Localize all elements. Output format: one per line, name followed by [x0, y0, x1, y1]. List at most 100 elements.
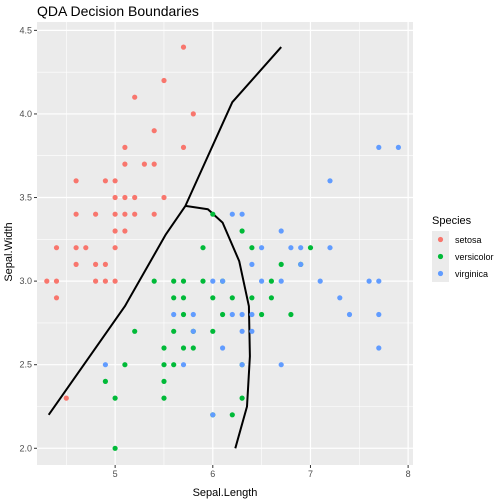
point-versicolor [210, 295, 216, 301]
point-versicolor [112, 395, 118, 401]
point-virginica [239, 211, 245, 217]
point-setosa [44, 278, 50, 284]
point-setosa [102, 261, 108, 267]
legend-swatch-virginica [437, 270, 444, 277]
minor-gridlines [37, 22, 413, 465]
data-points [44, 44, 401, 451]
point-versicolor [112, 445, 118, 451]
y-tick-label: 2.0 [19, 443, 32, 453]
major-gridlines [37, 22, 413, 465]
point-setosa [141, 161, 147, 167]
point-virginica [239, 311, 245, 318]
point-setosa [132, 94, 138, 100]
point-virginica [171, 311, 177, 318]
point-setosa [122, 161, 128, 167]
point-versicolor [278, 261, 284, 267]
point-setosa [151, 128, 157, 134]
x-axis-ticks: 5 6 7 8 [113, 465, 411, 479]
point-versicolor [180, 295, 187, 301]
point-virginica [220, 345, 226, 351]
point-versicolor [190, 345, 196, 351]
point-versicolor [171, 278, 177, 284]
point-setosa [112, 178, 118, 184]
point-setosa [112, 228, 118, 234]
point-setosa [122, 144, 128, 150]
point-virginica [395, 144, 401, 150]
plot-panel [37, 22, 413, 465]
point-versicolor [259, 311, 265, 318]
point-setosa [180, 44, 187, 50]
point-virginica [102, 362, 108, 368]
y-tick-label: 3.5 [19, 193, 32, 203]
x-tick-label: 6 [210, 469, 215, 479]
legend-label-versicolor: versicolor [455, 252, 494, 262]
point-virginica [210, 412, 216, 418]
point-versicolor [229, 412, 235, 418]
point-virginica [259, 278, 265, 284]
point-versicolor [268, 295, 274, 301]
point-setosa [93, 261, 99, 267]
point-versicolor [180, 311, 187, 318]
point-setosa [180, 144, 187, 150]
point-virginica [249, 311, 255, 318]
y-tick-label: 4.5 [19, 25, 32, 35]
point-setosa [102, 178, 108, 184]
point-versicolor [171, 328, 177, 334]
point-versicolor [161, 362, 167, 368]
point-virginica [278, 362, 284, 368]
chart-title: QDA Decision Boundaries [37, 3, 199, 19]
legend-swatch-versicolor [437, 253, 444, 260]
point-setosa [93, 278, 99, 284]
point-setosa [112, 211, 118, 217]
point-virginica [190, 311, 196, 318]
point-setosa [132, 211, 138, 217]
point-virginica [298, 261, 304, 267]
point-virginica [249, 328, 255, 334]
point-versicolor [180, 278, 187, 284]
point-virginica [376, 345, 382, 351]
point-virginica [210, 278, 216, 284]
point-virginica [346, 311, 353, 318]
point-versicolor [161, 395, 167, 401]
point-versicolor [268, 278, 274, 284]
point-setosa [112, 245, 118, 251]
point-versicolor [307, 245, 314, 251]
point-virginica [180, 362, 187, 368]
point-versicolor [161, 345, 167, 351]
point-virginica [298, 245, 304, 251]
point-versicolor [171, 362, 177, 368]
point-setosa [63, 395, 69, 401]
point-setosa [122, 211, 128, 217]
point-virginica [327, 178, 333, 184]
point-virginica [229, 311, 235, 318]
boundary-versicolor-virginica [185, 204, 251, 449]
point-setosa [93, 211, 99, 217]
y-tick-label: 4.0 [19, 109, 32, 119]
point-virginica [376, 144, 382, 150]
y-axis-title: Sepal.Width [3, 222, 15, 281]
point-versicolor [239, 395, 245, 401]
point-versicolor [151, 278, 157, 284]
point-virginica [327, 245, 333, 251]
point-virginica [317, 278, 323, 284]
point-versicolor [249, 295, 255, 301]
point-virginica [249, 261, 255, 267]
point-virginica [259, 245, 265, 251]
point-setosa [53, 245, 60, 251]
point-virginica [239, 328, 245, 334]
point-setosa [122, 228, 128, 234]
point-setosa [161, 77, 167, 84]
point-setosa [112, 278, 118, 284]
x-tick-label: 8 [406, 469, 411, 479]
point-versicolor [132, 328, 138, 334]
point-versicolor [200, 278, 206, 284]
point-versicolor [210, 211, 216, 217]
point-versicolor [161, 378, 167, 384]
point-virginica [278, 278, 284, 284]
point-versicolor [180, 345, 187, 351]
point-virginica [278, 228, 284, 234]
point-virginica [366, 278, 372, 284]
legend-swatch-setosa [437, 236, 444, 243]
point-setosa [122, 194, 128, 201]
